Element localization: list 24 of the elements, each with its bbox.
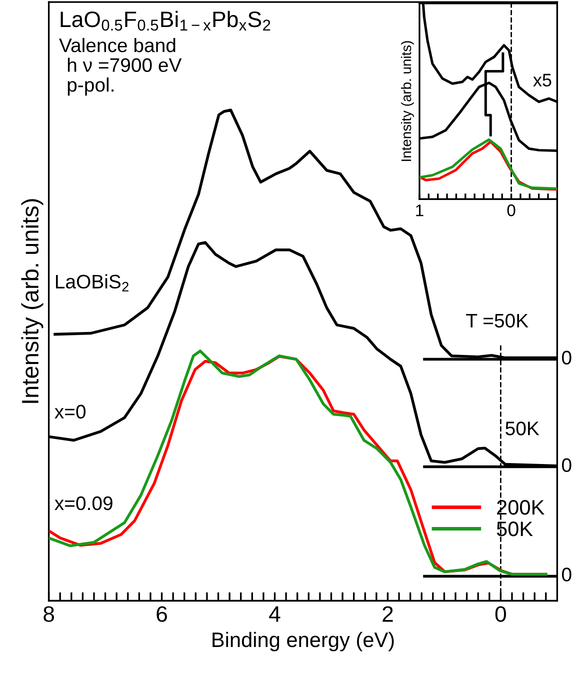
annotation: x5 — [533, 74, 552, 87]
annotation: x=0.09 — [54, 496, 112, 510]
annotation: x=0 — [54, 404, 86, 419]
y-axis-title: Intensity (arb. units) — [400, 41, 414, 161]
legend-label: 50K — [496, 521, 533, 536]
annotation: T =50K — [466, 314, 528, 328]
ref-line-label: 0 — [562, 350, 572, 365]
x-axis-title: Binding energy (eV) — [212, 632, 394, 652]
y-axis-title: Intensity (arb. units) — [21, 199, 44, 403]
text: p-pol. — [68, 77, 114, 96]
x-tick-label: 6 — [156, 606, 167, 622]
legend-label: 200K — [497, 500, 544, 515]
ref-line-label: 0 — [562, 568, 572, 582]
chart-title: LaO$_{0.5}$F$_{0.5}$Bi$_{1−x}$Pb$_{x}$S$_{2}$ — [60, 10, 270, 31]
x-tick-label: 0 — [495, 606, 506, 622]
annotation: LaOBiS$_{2}$ — [56, 274, 128, 292]
text: Valence band — [59, 38, 176, 52]
x-tick-label: 4 — [269, 606, 280, 622]
x-tick-label: 1 — [416, 204, 424, 216]
annotation: 50K — [506, 422, 540, 436]
x-tick-label: 2 — [382, 606, 393, 622]
text: h ν =7900 eV — [68, 58, 182, 72]
ref-line-label: 0 — [562, 458, 572, 472]
x-tick-label: 8 — [44, 606, 54, 622]
